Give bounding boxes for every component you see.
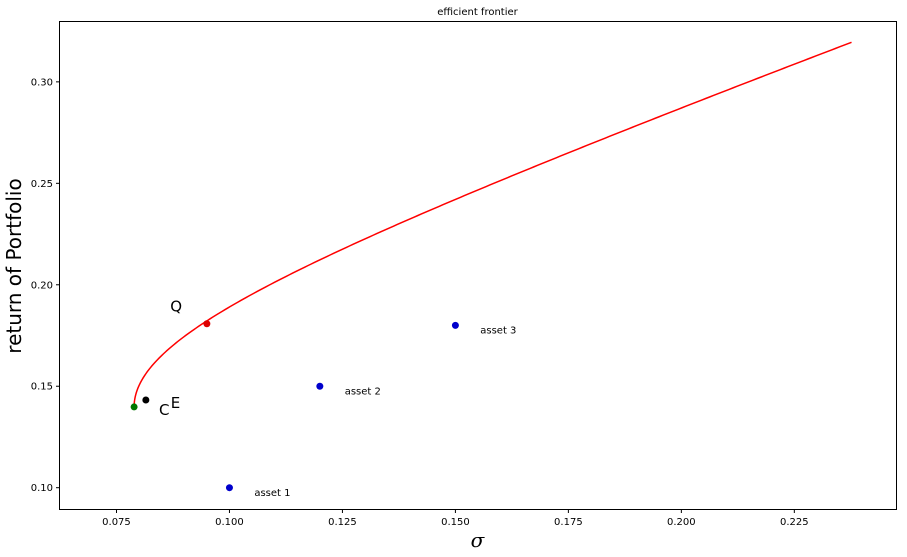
label-asset-3: asset 3 (480, 325, 516, 336)
point-asset-3 (451, 321, 459, 329)
x-tick-label: 0.200 (667, 517, 696, 528)
label-c: C (159, 401, 169, 419)
y-tick-label: 0.20 (31, 280, 53, 291)
y-tick-label: 0.15 (31, 382, 53, 393)
x-tick-label: 0.075 (102, 517, 131, 528)
x-tick-label: 0.225 (780, 517, 809, 528)
y-axis: 0.10 0.15 0.20 0.25 0.30 (31, 77, 60, 494)
point-labels: asset 1 asset 2 asset 3 Q C E (159, 298, 516, 499)
point-q (203, 320, 211, 328)
y-axis-label: return of Portfolio (2, 178, 26, 353)
x-axis: 0.075 0.100 0.125 0.150 0.175 0.200 0.225 (102, 509, 809, 528)
point-e (142, 396, 150, 404)
point-c (130, 403, 138, 411)
label-asset-1: asset 1 (254, 488, 290, 499)
y-tick-label: 0.25 (31, 179, 53, 190)
y-tick-label: 0.10 (31, 483, 53, 494)
point-asset-1 (225, 484, 233, 492)
label-e: E (171, 394, 180, 412)
label-asset-2: asset 2 (345, 386, 381, 397)
x-tick-label: 0.175 (554, 517, 583, 528)
label-q: Q (170, 298, 182, 316)
x-tick-label: 0.125 (328, 517, 357, 528)
point-asset-2 (316, 382, 324, 390)
chart-title: efficient frontier (437, 7, 518, 18)
plot-frame (59, 21, 897, 510)
y-tick-label: 0.30 (31, 77, 53, 88)
x-axis-label: σ (471, 528, 486, 552)
x-tick-label: 0.100 (215, 517, 244, 528)
plot-area (130, 41, 852, 492)
x-tick-label: 0.150 (441, 517, 470, 528)
efficient-frontier-line (133, 41, 852, 407)
